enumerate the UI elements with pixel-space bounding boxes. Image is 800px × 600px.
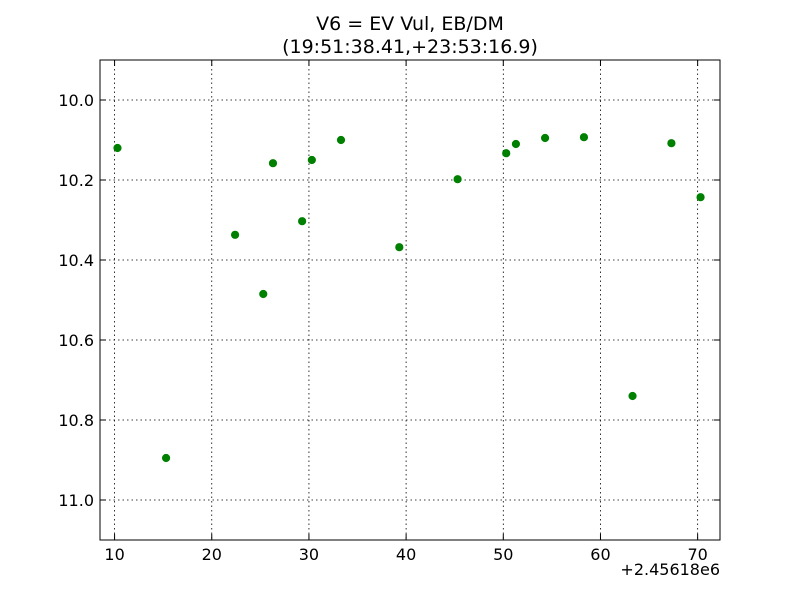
y-tick-label: 11.0 — [58, 491, 94, 510]
x-tick-label: 50 — [493, 545, 513, 564]
data-point — [161, 453, 171, 463]
data-point — [511, 139, 521, 149]
data-points — [113, 133, 705, 463]
data-point — [113, 143, 122, 153]
axis-ticks — [100, 60, 720, 540]
chart-title: V6 = EV Vul, EB/DM (19:51:38.41,+23:53:1… — [282, 13, 538, 58]
y-tick-label: 10.6 — [58, 331, 94, 350]
y-tick-label: 10.2 — [58, 171, 94, 190]
y-tick-labels: 10.0 10.2 10.4 10.6 10.8 11.0 — [58, 91, 94, 510]
data-point — [696, 193, 705, 202]
x-tick-label: 60 — [590, 545, 610, 564]
y-tick-label: 10.0 — [58, 91, 94, 110]
data-point — [395, 243, 404, 252]
x-tick-label: 30 — [299, 545, 319, 564]
grid-lines — [100, 60, 720, 540]
data-point — [540, 133, 550, 143]
chart-title-line-2: (19:51:38.41,+23:53:16.9) — [282, 36, 538, 58]
data-point — [502, 149, 511, 158]
data-point — [579, 133, 589, 142]
x-tick-label: 10 — [104, 545, 124, 564]
data-point — [336, 135, 346, 145]
x-tick-labels: 10 20 30 40 50 60 70 — [104, 545, 707, 564]
chart-title-line-1: V6 = EV Vul, EB/DM — [316, 13, 504, 35]
data-point — [667, 139, 676, 148]
plot-frame — [99, 59, 721, 541]
data-point — [268, 159, 278, 168]
data-point — [298, 217, 307, 226]
data-point — [230, 230, 240, 239]
data-point — [628, 391, 637, 401]
data-point — [259, 289, 268, 299]
y-tick-label: 10.4 — [58, 251, 94, 270]
x-offset-label: +2.45618e6 — [620, 560, 720, 579]
x-tick-label: 20 — [202, 545, 222, 564]
data-point — [307, 155, 316, 165]
data-point — [453, 175, 462, 184]
y-tick-label: 10.8 — [58, 411, 94, 430]
x-tick-label: 70 — [687, 545, 707, 564]
x-tick-label: 40 — [396, 545, 416, 564]
